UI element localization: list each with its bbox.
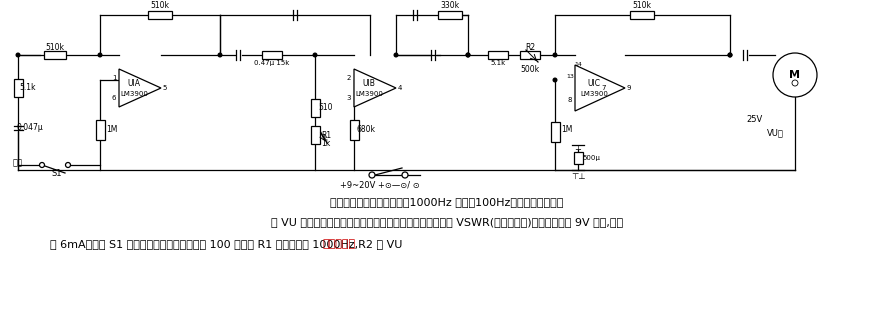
Text: 8: 8 xyxy=(568,96,572,103)
Bar xyxy=(44,51,66,59)
Text: 1: 1 xyxy=(112,76,116,81)
Bar xyxy=(96,120,105,140)
Text: 13: 13 xyxy=(566,74,574,79)
Text: 0.047μ: 0.047μ xyxy=(17,124,44,133)
Text: 5: 5 xyxy=(163,85,167,91)
Text: UIB: UIB xyxy=(363,79,375,87)
Circle shape xyxy=(773,53,817,97)
Text: 510k: 510k xyxy=(150,1,170,9)
Text: UIA: UIA xyxy=(128,79,140,87)
Bar xyxy=(520,51,540,59)
Polygon shape xyxy=(354,69,396,107)
Text: LM3900: LM3900 xyxy=(580,91,608,97)
Circle shape xyxy=(792,80,798,86)
Text: 约 6mA。闭合 S1 可以提高低电平读数值增益 100 倍。用 R1 调第二级至 1000Hz,R2 调 VU: 约 6mA。闭合 S1 可以提高低电平读数值增益 100 倍。用 R1 调第二级… xyxy=(50,239,406,249)
Bar xyxy=(13,79,22,97)
Text: 680k: 680k xyxy=(357,125,375,134)
Bar xyxy=(148,11,172,19)
Circle shape xyxy=(729,53,732,57)
Circle shape xyxy=(466,53,470,57)
Circle shape xyxy=(313,53,316,57)
Text: 25V: 25V xyxy=(746,115,763,124)
Text: S1: S1 xyxy=(52,169,63,178)
Circle shape xyxy=(553,78,557,82)
Text: 励 VU 表的可变增益输出放大器组成。可构成理想的调零型 VSWR(电压驻波比)测量仪。使用 9V 电池,耗电: 励 VU 表的可变增益输出放大器组成。可构成理想的调零型 VSWR(电压驻波比)… xyxy=(271,217,623,227)
Circle shape xyxy=(39,163,45,168)
Text: 1M: 1M xyxy=(106,125,118,134)
Text: R2: R2 xyxy=(525,42,536,51)
Text: 5.1k: 5.1k xyxy=(20,84,37,92)
Circle shape xyxy=(65,163,71,168)
Text: 6: 6 xyxy=(112,95,116,100)
Bar xyxy=(438,11,462,19)
Circle shape xyxy=(98,53,102,57)
Text: 500μ: 500μ xyxy=(582,155,600,161)
Circle shape xyxy=(729,53,732,57)
Bar xyxy=(262,51,282,59)
Circle shape xyxy=(218,53,222,57)
Text: LM3900: LM3900 xyxy=(120,91,148,97)
Polygon shape xyxy=(575,65,625,111)
Text: 510k: 510k xyxy=(632,1,652,9)
Text: 表参考值。: 表参考值。 xyxy=(323,239,356,249)
Text: 该测量仪由高增益放大器、1000Hz 窄带（100Hz）选择放大器及激: 该测量仪由高增益放大器、1000Hz 窄带（100Hz）选择放大器及激 xyxy=(330,197,564,207)
Bar xyxy=(488,51,508,59)
Text: 1M: 1M xyxy=(561,125,573,134)
Text: 4: 4 xyxy=(398,85,402,91)
Text: +: + xyxy=(575,144,581,154)
Text: 3: 3 xyxy=(347,95,351,100)
Text: 510: 510 xyxy=(319,104,333,113)
Bar xyxy=(350,120,358,140)
Bar xyxy=(573,152,583,164)
Text: VU表: VU表 xyxy=(766,129,783,138)
Text: 7: 7 xyxy=(602,85,606,91)
Bar xyxy=(551,122,560,142)
Text: UIC: UIC xyxy=(587,79,601,87)
Bar xyxy=(310,126,319,144)
Text: LM3900: LM3900 xyxy=(355,91,383,97)
Text: R1: R1 xyxy=(321,130,331,139)
Text: 0.47μ 15k: 0.47μ 15k xyxy=(254,60,290,66)
Text: 1k: 1k xyxy=(321,139,331,148)
Circle shape xyxy=(466,53,470,57)
Text: 9: 9 xyxy=(627,85,631,91)
Circle shape xyxy=(402,172,408,178)
Bar xyxy=(630,11,654,19)
Text: M: M xyxy=(789,70,800,80)
Circle shape xyxy=(553,53,557,57)
Polygon shape xyxy=(119,69,161,107)
Text: 330k: 330k xyxy=(441,1,460,9)
Text: 5.1k: 5.1k xyxy=(491,60,506,66)
Circle shape xyxy=(16,53,20,57)
Text: 510k: 510k xyxy=(46,42,64,51)
Text: ⊤⊥: ⊤⊥ xyxy=(570,172,586,181)
Text: 2: 2 xyxy=(347,76,351,81)
Text: 输入: 输入 xyxy=(13,158,23,168)
Text: +9~20V +⊙—⊙/ ⊙: +9~20V +⊙—⊙/ ⊙ xyxy=(340,181,420,189)
Bar xyxy=(310,99,319,117)
Text: 500k: 500k xyxy=(520,65,540,74)
Text: 14: 14 xyxy=(574,62,582,67)
Circle shape xyxy=(369,172,375,178)
Circle shape xyxy=(394,53,398,57)
